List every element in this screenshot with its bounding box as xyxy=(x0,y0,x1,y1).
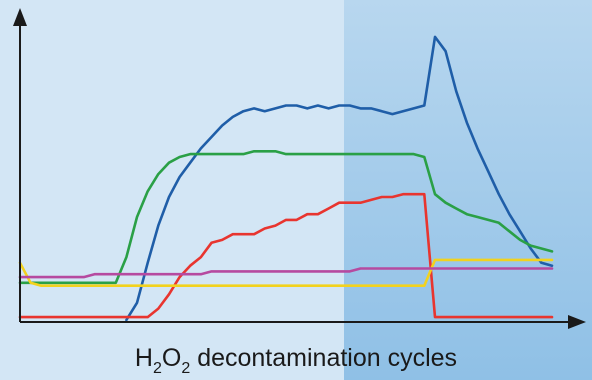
x-axis-label-h: H xyxy=(135,344,153,372)
x-axis-label-sub-2: 2 xyxy=(181,360,190,377)
axes xyxy=(13,8,586,329)
x-axis-label-o: O xyxy=(162,344,181,372)
series-line-5 xyxy=(18,267,554,279)
x-axis-label-rest: decontamination cycles xyxy=(190,344,457,372)
x-axis-arrow-icon xyxy=(568,315,586,329)
series-layer xyxy=(18,35,554,322)
series-line-3 xyxy=(18,192,554,319)
series-line-4 xyxy=(18,258,554,287)
x-axis-label-sub-1: 2 xyxy=(153,360,162,377)
y-axis-arrow-icon xyxy=(13,8,27,26)
x-axis-label: H2O2 decontamination cycles xyxy=(135,344,457,377)
series-line-2 xyxy=(18,150,554,285)
